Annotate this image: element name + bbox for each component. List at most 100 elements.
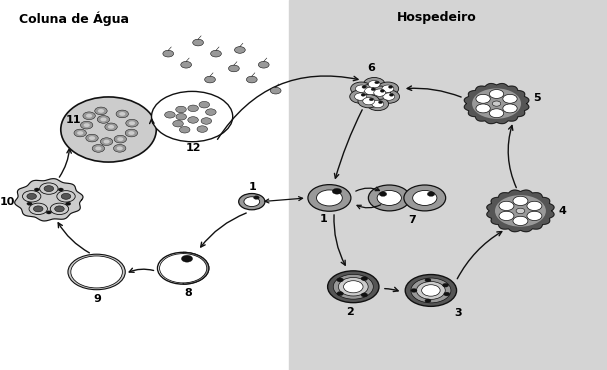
Circle shape: [57, 191, 75, 202]
Circle shape: [181, 61, 192, 68]
Circle shape: [116, 110, 129, 118]
Circle shape: [68, 254, 125, 290]
FancyArrowPatch shape: [58, 223, 89, 253]
Circle shape: [163, 50, 174, 57]
Circle shape: [117, 137, 123, 141]
Circle shape: [246, 76, 257, 83]
Text: 12: 12: [186, 143, 201, 153]
Circle shape: [58, 188, 64, 191]
Circle shape: [103, 140, 110, 144]
Circle shape: [176, 114, 186, 120]
Circle shape: [444, 292, 450, 296]
Circle shape: [379, 192, 387, 196]
Circle shape: [377, 82, 399, 95]
Text: 5: 5: [534, 93, 541, 103]
Circle shape: [368, 185, 410, 211]
Circle shape: [333, 274, 373, 299]
Text: 4: 4: [558, 206, 566, 216]
Circle shape: [339, 278, 368, 296]
Circle shape: [66, 202, 71, 205]
Circle shape: [499, 201, 514, 211]
Circle shape: [389, 94, 393, 96]
Circle shape: [244, 197, 260, 206]
Circle shape: [114, 135, 126, 143]
Circle shape: [239, 194, 265, 210]
Text: 1: 1: [319, 214, 327, 225]
Circle shape: [39, 183, 58, 194]
Circle shape: [527, 211, 542, 221]
Circle shape: [129, 121, 135, 125]
Circle shape: [316, 190, 342, 206]
Circle shape: [84, 123, 90, 127]
Circle shape: [180, 127, 190, 133]
Text: Coluna de Água: Coluna de Água: [19, 11, 129, 26]
Circle shape: [361, 293, 368, 297]
Circle shape: [29, 203, 47, 215]
Text: 11: 11: [66, 115, 82, 125]
Circle shape: [382, 85, 394, 92]
Circle shape: [92, 145, 104, 152]
Circle shape: [367, 97, 388, 111]
FancyArrowPatch shape: [508, 125, 517, 188]
Circle shape: [77, 131, 83, 135]
Circle shape: [332, 188, 342, 194]
Circle shape: [489, 90, 504, 98]
Circle shape: [126, 120, 138, 127]
Circle shape: [344, 281, 363, 293]
Bar: [290, 0, 607, 370]
Circle shape: [328, 271, 379, 303]
Text: 1: 1: [249, 182, 257, 192]
Circle shape: [476, 104, 490, 113]
Circle shape: [46, 211, 52, 214]
Text: 10: 10: [0, 196, 15, 207]
FancyArrowPatch shape: [334, 110, 362, 178]
Circle shape: [378, 90, 399, 103]
Circle shape: [114, 144, 126, 152]
Circle shape: [425, 299, 431, 303]
Circle shape: [443, 283, 449, 287]
FancyArrowPatch shape: [407, 86, 461, 97]
Circle shape: [368, 81, 380, 88]
Circle shape: [374, 89, 385, 96]
Circle shape: [380, 90, 384, 92]
Circle shape: [105, 123, 117, 131]
Circle shape: [27, 194, 36, 199]
Circle shape: [371, 88, 375, 91]
Circle shape: [356, 85, 367, 92]
Circle shape: [516, 208, 525, 213]
Circle shape: [425, 278, 431, 282]
Circle shape: [489, 109, 504, 118]
Circle shape: [427, 192, 435, 196]
Circle shape: [188, 117, 198, 123]
Circle shape: [411, 278, 451, 303]
Circle shape: [492, 101, 501, 106]
Circle shape: [100, 118, 107, 121]
Circle shape: [365, 87, 376, 95]
Circle shape: [503, 104, 517, 113]
Circle shape: [50, 203, 69, 215]
Circle shape: [71, 256, 123, 288]
Circle shape: [33, 206, 43, 212]
Circle shape: [89, 136, 95, 140]
Circle shape: [157, 252, 209, 284]
Circle shape: [270, 87, 281, 94]
Circle shape: [44, 186, 53, 192]
FancyArrowPatch shape: [385, 287, 398, 292]
Circle shape: [364, 77, 385, 91]
FancyArrowPatch shape: [217, 76, 358, 139]
Circle shape: [361, 276, 368, 281]
FancyArrowPatch shape: [334, 215, 345, 265]
Circle shape: [125, 129, 138, 137]
Circle shape: [308, 185, 351, 211]
Circle shape: [405, 275, 456, 306]
Circle shape: [360, 84, 381, 98]
Circle shape: [97, 115, 110, 123]
Circle shape: [228, 65, 239, 72]
Circle shape: [416, 282, 446, 299]
FancyArrowPatch shape: [356, 187, 379, 191]
Circle shape: [117, 147, 123, 150]
FancyArrowPatch shape: [129, 268, 154, 272]
Circle shape: [160, 253, 207, 283]
Circle shape: [503, 94, 517, 103]
Circle shape: [188, 105, 198, 112]
